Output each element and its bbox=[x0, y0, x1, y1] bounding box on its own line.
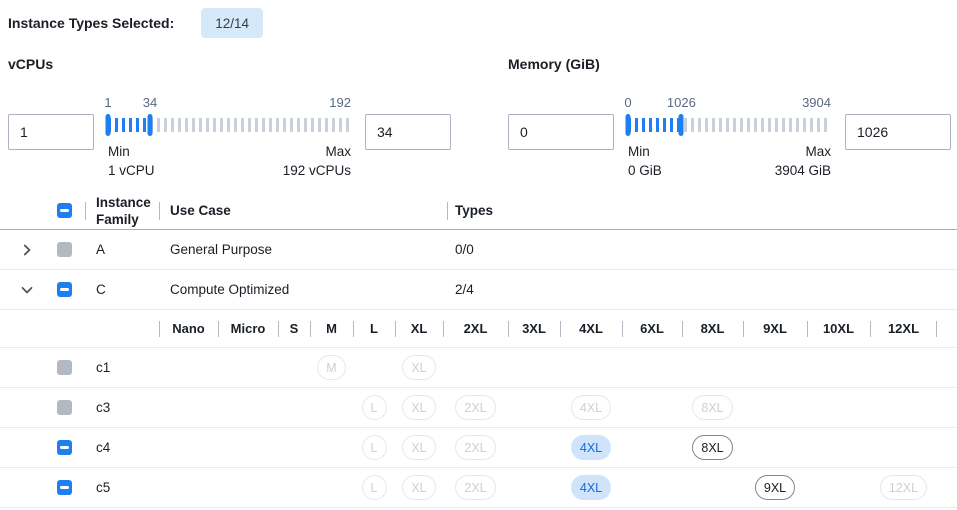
family-checkbox-c[interactable] bbox=[57, 282, 72, 297]
size-column-header-9xl: 9XL bbox=[743, 310, 807, 347]
select-all-checkbox[interactable] bbox=[57, 203, 72, 218]
instance-name: c5 bbox=[96, 480, 111, 495]
memory-min-input[interactable] bbox=[508, 114, 614, 150]
size-column-header-2xl: 2XL bbox=[443, 310, 508, 347]
size-column-header-l: L bbox=[353, 310, 395, 347]
size-pill-c5-12xl: 12XL bbox=[879, 475, 928, 500]
instance-row-c3: c3 L XL 2XL 4XL 8XL bbox=[0, 388, 957, 428]
instance-name: c3 bbox=[96, 400, 111, 415]
size-pill-c4-l: L bbox=[361, 435, 387, 460]
size-pill-c3-xl: XL bbox=[402, 395, 436, 420]
size-column-header-3xl: 3XL bbox=[508, 310, 560, 347]
size-pill-c5-9xl[interactable]: 9XL bbox=[754, 475, 796, 500]
size-pill-c5-4xl[interactable]: 4XL bbox=[570, 475, 612, 500]
size-column-header-6xl: 6XL bbox=[622, 310, 682, 347]
size-column-header-m: M bbox=[310, 310, 353, 347]
vcpus-title: vCPUs bbox=[8, 56, 54, 72]
size-pill-c5-xl: XL bbox=[402, 475, 436, 500]
memory-slider-max-label: 3904 bbox=[802, 95, 831, 110]
size-pill-c4-4xl[interactable]: 4XL bbox=[570, 435, 612, 460]
size-column-header-s: S bbox=[278, 310, 310, 347]
size-column-header-micro: Micro bbox=[218, 310, 278, 347]
memory-title: Memory (GiB) bbox=[508, 56, 600, 72]
memory-slider-track[interactable] bbox=[625, 114, 831, 136]
size-pill-c4-2xl: 2XL bbox=[455, 435, 496, 460]
vcpus-range-slider[interactable]: 1 34 192 Min 1 vCPU bbox=[104, 94, 351, 180]
size-pill-c3-l: L bbox=[361, 395, 387, 420]
memory-slider-max-handle[interactable] bbox=[678, 114, 684, 136]
size-column-header-xl: XL bbox=[395, 310, 443, 347]
size-pill-c3-4xl: 4XL bbox=[570, 395, 612, 420]
vcpus-max-input[interactable] bbox=[365, 114, 451, 150]
types-count: 0/0 bbox=[455, 242, 474, 257]
use-case: General Purpose bbox=[170, 242, 273, 257]
size-column-header-8xl: 8XL bbox=[682, 310, 743, 347]
instance-row-c5: c5 L XL 2XL 4XL 9XL 12XL bbox=[0, 468, 957, 508]
size-pill-c1-xl: XL bbox=[402, 355, 436, 380]
size-column-header-12xl: 12XL bbox=[870, 310, 937, 347]
vcpus-slider-max-handle[interactable] bbox=[147, 114, 153, 136]
slider-ticks bbox=[108, 118, 351, 132]
instance-checkbox-c3 bbox=[57, 400, 72, 415]
vcpus-max-caption: Max 192 vCPUs bbox=[282, 144, 351, 178]
instance-name: c4 bbox=[96, 440, 111, 455]
memory-max-caption: Max 3904 GiB bbox=[774, 144, 831, 178]
vcpus-slider-hi-label: 34 bbox=[142, 95, 158, 110]
size-column-header-nano: Nano bbox=[159, 310, 218, 347]
vcpus-min-input[interactable] bbox=[8, 114, 94, 150]
size-pill-c4-8xl[interactable]: 8XL bbox=[692, 435, 733, 460]
size-pill-c4-xl: XL bbox=[402, 435, 436, 460]
memory-min-caption: Min 0 GiB bbox=[628, 144, 662, 178]
size-column-header-4xl: 4XL bbox=[560, 310, 622, 347]
vcpus-filter: vCPUs 1 34 192 bbox=[8, 56, 451, 180]
size-pill-c3-8xl: 8XL bbox=[692, 395, 733, 420]
memory-slider-min-handle[interactable] bbox=[625, 114, 631, 136]
instance-row-c1: c1 M XL bbox=[0, 348, 957, 388]
selected-count-label: Instance Types Selected: bbox=[8, 15, 175, 31]
table-header-row: Instance Family Use Case Types bbox=[0, 192, 957, 230]
family-name: C bbox=[96, 282, 106, 297]
instance-checkbox-c4[interactable] bbox=[57, 440, 72, 455]
selected-count-badge: 12/14 bbox=[201, 8, 264, 38]
types-count: 2/4 bbox=[455, 282, 474, 297]
column-header-use-case: Use Case bbox=[159, 203, 447, 218]
size-pill-c5-l: L bbox=[361, 475, 387, 500]
slider-selected-range bbox=[628, 118, 682, 132]
memory-filter: Memory (GiB) 0 1026 3904 bbox=[508, 56, 951, 180]
memory-range-slider[interactable]: 0 1026 3904 Min 0 GiB bbox=[624, 94, 831, 180]
use-case: Compute Optimized bbox=[170, 282, 290, 297]
instance-name: c1 bbox=[96, 360, 111, 375]
size-pill-c1-m: M bbox=[317, 355, 346, 380]
sizes-header-row: Nano Micro S M L XL 2XL 3XL 4XL 6XL 8XL 9XL 10XL 12XL bbox=[0, 310, 957, 348]
family-row-c: C Compute Optimized 2/4 bbox=[0, 270, 957, 310]
selection-summary: Instance Types Selected: 12/14 bbox=[0, 0, 957, 38]
vcpus-slider-lo-label: 1 bbox=[104, 95, 112, 110]
column-header-types: Types bbox=[447, 203, 957, 218]
instance-families-table: Instance Family Use Case Types A General … bbox=[0, 192, 957, 508]
memory-max-input[interactable] bbox=[845, 114, 951, 150]
vcpus-slider-track[interactable] bbox=[105, 114, 351, 136]
vcpus-slider-min-handle[interactable] bbox=[105, 114, 111, 136]
memory-slider-hi-label: 1026 bbox=[666, 95, 696, 110]
slider-selected-range bbox=[108, 118, 150, 132]
vcpus-slider-max-label: 192 bbox=[329, 95, 351, 110]
family-name: A bbox=[96, 242, 106, 257]
instance-checkbox-c5[interactable] bbox=[57, 480, 72, 495]
vcpus-min-caption: Min 1 vCPU bbox=[108, 144, 155, 178]
instance-checkbox-c1 bbox=[57, 360, 72, 375]
memory-slider-lo-label: 0 bbox=[624, 95, 632, 110]
size-pill-c3-2xl: 2XL bbox=[455, 395, 496, 420]
filters: vCPUs 1 34 192 bbox=[0, 56, 957, 180]
column-header-instance-family: Instance Family bbox=[85, 194, 159, 228]
family-checkbox-a bbox=[57, 242, 72, 257]
size-pill-c5-2xl: 2XL bbox=[455, 475, 496, 500]
chevron-down-icon[interactable] bbox=[20, 283, 34, 297]
size-column-header-10xl: 10XL bbox=[807, 310, 870, 347]
family-row-a: A General Purpose 0/0 bbox=[0, 230, 957, 270]
chevron-right-icon[interactable] bbox=[20, 243, 34, 257]
instance-row-c4: c4 L XL 2XL 4XL 8XL bbox=[0, 428, 957, 468]
